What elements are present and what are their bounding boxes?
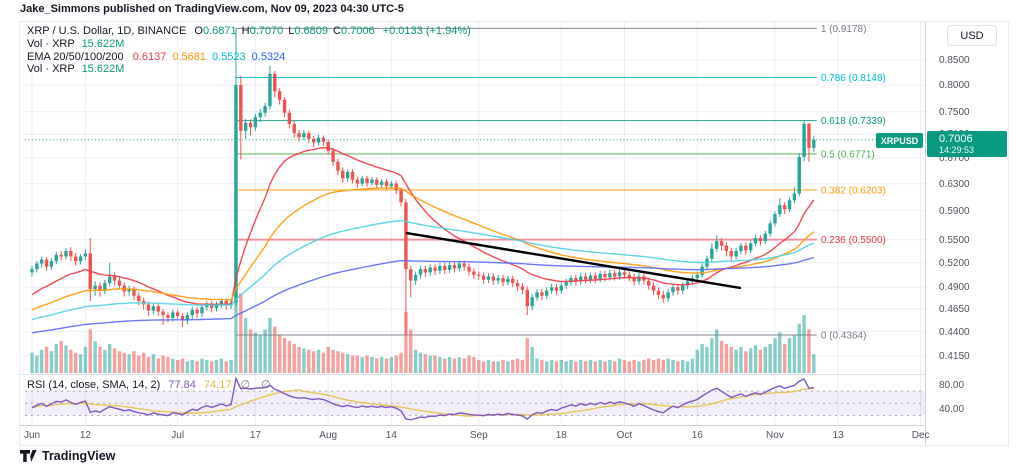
- price-axis-label: 0.4650: [939, 303, 970, 315]
- tradingview-logo-icon: [20, 449, 37, 462]
- time-axis-label: Aug: [319, 430, 338, 441]
- time-axis-label: Jul: [171, 430, 185, 441]
- legend-symbol-row: XRP / U.S. Dollar, 1D, BINANCE O0.6871 H0…: [27, 25, 471, 38]
- time-axis-label: Oct: [616, 430, 633, 441]
- last-price-badge: 0.7006 14:29:53: [927, 131, 1007, 157]
- rsi-axis-label: 80.00: [939, 380, 965, 391]
- price-axis-label: 0.5500: [939, 234, 970, 246]
- time-axis-label: 14: [385, 430, 397, 441]
- ema-value: 0.5523: [212, 50, 246, 63]
- time-axis-label: 16: [691, 430, 703, 441]
- ohlc-key: C: [333, 25, 341, 37]
- price-axis-label: 0.8500: [939, 55, 970, 66]
- ohlc-key: L: [288, 25, 295, 37]
- time-axis-label: Sep: [469, 430, 488, 441]
- rsi-axis-label: 40.00: [939, 404, 965, 416]
- symbol-price-flag: XRPUSD: [876, 133, 923, 148]
- price-axis-label: 0.8000: [939, 80, 970, 91]
- ohlc-value: 0.7006: [340, 25, 375, 37]
- ohlc-value: 0.7070: [249, 25, 284, 37]
- time-axis-label: 12: [79, 430, 91, 441]
- tradingview-logo-text: TradingView: [42, 449, 116, 463]
- volume-indicator-label-2[interactable]: Vol · XRP: [27, 63, 75, 76]
- time-axis-label: 13: [832, 430, 844, 441]
- time-axis-label: Nov: [766, 430, 784, 441]
- volume-indicator-label[interactable]: Vol · XRP: [27, 37, 75, 50]
- ema-value: 0.5324: [251, 50, 286, 63]
- price-axis-label: 0.6700: [939, 153, 970, 165]
- rsi-value: 77.84: [168, 379, 196, 391]
- price-axis-label: 0.4150: [939, 350, 970, 362]
- ohlc-key: H: [241, 25, 250, 37]
- fib-labels: 1 (0.9178) 0.786 (0.8148) 0.618 (0.7339) 0.…: [821, 24, 886, 342]
- fib-retracement: [235, 27, 817, 336]
- rsi-band-values: ∅ ∅: [240, 379, 275, 391]
- rsi-indicator-label[interactable]: RSI (14, close, SMA, 14, 2): [27, 379, 161, 391]
- ohlc-values: O0.6871 H0.7070 L0.6809 C0.7006: [189, 25, 374, 37]
- fib-level-label-1: 1 (0.9178): [821, 24, 867, 35]
- ema-value: 0.6137: [132, 50, 167, 63]
- time-axis-label: Dec: [911, 430, 930, 441]
- price-axis-label: 0.7500: [939, 106, 970, 118]
- ema-200-line: [31, 256, 814, 334]
- published-byline: Jake_Simmons published on TradingView.co…: [20, 3, 404, 15]
- ema-values: 0.6137 0.5681 0.5523 0.5324: [127, 51, 286, 63]
- legend-ema-row: EMA 20/50/100/200 0.6137 0.5681 0.5523 0.53…: [27, 51, 471, 64]
- price-axis[interactable]: USD 0.85000.80000.75000.71000.67000.6300…: [926, 22, 1008, 445]
- fib-level-label-0.382: 0.382 (0.6203): [821, 185, 886, 196]
- time-axis-label: 17: [249, 430, 261, 441]
- price-axis-label: 0.5200: [939, 257, 970, 269]
- price-axis-label: 0.4900: [939, 282, 970, 294]
- price-axis-label: 0.4400: [939, 326, 970, 338]
- chart-legend: XRP / U.S. Dollar, 1D, BINANCE O0.6871 H0…: [27, 25, 471, 76]
- rsi-band: [25, 390, 925, 416]
- ohlc-key: O: [194, 25, 203, 37]
- fib-level-label-0.5: 0.5 (0.6771): [821, 149, 875, 160]
- rsi-sma-value: 74.17: [203, 379, 232, 391]
- fib-level-label-0: 0 (0.4364): [821, 331, 867, 342]
- change-value: +0.0133 (+1.94%): [382, 25, 471, 37]
- chart-canvas[interactable]: 1 (0.9178) 0.786 (0.8148) 0.618 (0.7339) 0.…: [20, 22, 1008, 445]
- volume-value-2: 15.622M: [81, 63, 125, 76]
- rsi-legend: RSI (14, close, SMA, 14, 2) 77.84 74.17 …: [27, 378, 275, 391]
- ema-100-line: [31, 219, 815, 321]
- fib-level-label-0.618: 0.618 (0.7339): [821, 116, 886, 127]
- chart-widget: 1 (0.9178) 0.786 (0.8148) 0.618 (0.7339) 0.…: [20, 22, 1008, 445]
- volume-value: 15.622M: [81, 37, 125, 50]
- ema-value: 0.5681: [172, 50, 207, 63]
- price-axis-label: 0.6300: [939, 178, 970, 190]
- time-axis-label: 18: [555, 430, 567, 441]
- last-price-value: 0.7006: [939, 133, 973, 145]
- symbol-title[interactable]: XRP / U.S. Dollar, 1D, BINANCE: [27, 25, 187, 37]
- time-axis-label: Jun: [23, 430, 41, 441]
- ema-indicator-label[interactable]: EMA 20/50/100/200: [27, 50, 124, 63]
- ohlc-value: 0.6809: [294, 25, 329, 37]
- price-axis-label: 0.5900: [939, 205, 970, 217]
- price-gridlines: [25, 59, 925, 357]
- currency-toggle-button[interactable]: USD: [947, 25, 997, 46]
- fib-level-label-0.786: 0.786 (0.8148): [821, 73, 886, 84]
- fib-level-label-0.236: 0.236 (0.5500): [821, 235, 886, 246]
- volume-bars: [30, 228, 816, 373]
- ema-50-line: [31, 187, 815, 311]
- ohlc-value: 0.6871: [202, 25, 237, 37]
- legend-volume-row: Vol · XRP 15.622M: [27, 38, 471, 51]
- last-price-time: 14:29:53: [939, 145, 975, 155]
- rsi-line: [31, 376, 814, 421]
- tradingview-logo[interactable]: TradingView: [20, 449, 115, 463]
- rsi-sma-line: [31, 387, 814, 417]
- trendline[interactable]: [405, 231, 742, 290]
- legend-volume-row-2: Vol · XRP 15.622M: [27, 63, 471, 76]
